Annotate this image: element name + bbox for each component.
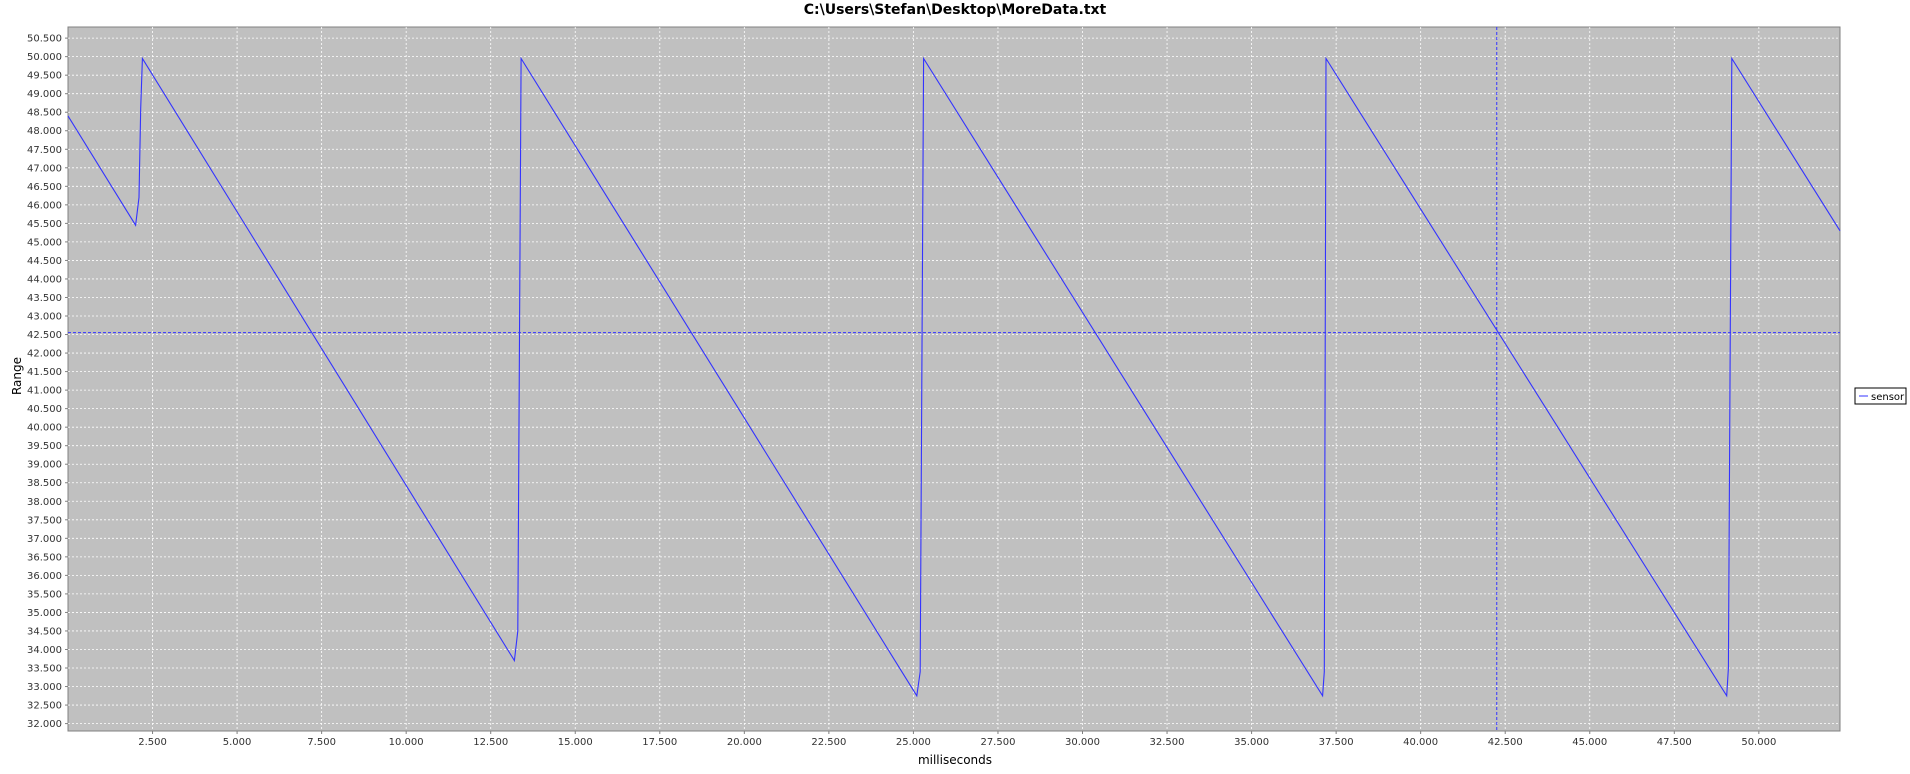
x-tick-label: 40.000 xyxy=(1403,737,1438,748)
y-tick-label: 41.000 xyxy=(27,386,62,397)
legend: sensor xyxy=(1854,387,1907,405)
y-tick-label: 35.000 xyxy=(27,608,62,619)
x-tick-label: 45.000 xyxy=(1572,737,1607,748)
series-layer xyxy=(67,56,1841,698)
y-tick-label: 45.000 xyxy=(27,237,62,248)
y-tick-label: 43.500 xyxy=(27,293,62,304)
x-tick-label: 50.000 xyxy=(1741,737,1776,748)
x-tick-label: 25.000 xyxy=(896,737,931,748)
y-tick-label: 40.500 xyxy=(27,404,62,415)
x-tick-label: 15.000 xyxy=(558,737,593,748)
x-tick-label: 10.000 xyxy=(389,737,424,748)
y-tick-label: 47.000 xyxy=(27,163,62,174)
y-tick-label: 48.000 xyxy=(27,126,62,137)
y-tick-label: 32.500 xyxy=(27,701,62,712)
y-tick-label: 37.000 xyxy=(27,534,62,545)
x-tick-label: 27.500 xyxy=(980,737,1015,748)
x-tick-label: 32.500 xyxy=(1150,737,1185,748)
y-tick-label: 43.000 xyxy=(27,312,62,323)
y-tick-label: 47.500 xyxy=(27,145,62,156)
y-axis-label: Range xyxy=(10,357,24,395)
x-tick-label: 37.500 xyxy=(1319,737,1354,748)
y-tick-label: 42.000 xyxy=(27,349,62,360)
y-tick-label: 33.000 xyxy=(27,682,62,693)
y-tick-label: 41.500 xyxy=(27,367,62,378)
y-tick-label: 36.500 xyxy=(27,552,62,563)
y-tick-label: 34.500 xyxy=(27,626,62,637)
axes-layer: 32.000 32.500 33.000 33.500 34.000 34.500 35.0… xyxy=(27,34,1776,748)
y-tick-label: 49.000 xyxy=(27,89,62,100)
y-tick-label: 39.500 xyxy=(27,441,62,452)
x-tick-label: 20.000 xyxy=(727,737,762,748)
x-tick-label: 2.500 xyxy=(138,737,167,748)
y-tick-label: 35.500 xyxy=(27,589,62,600)
grid-layer xyxy=(68,27,1840,731)
y-tick-label: 49.500 xyxy=(27,71,62,82)
y-tick-label: 50.500 xyxy=(27,34,62,45)
y-tick-label: 39.000 xyxy=(27,460,62,471)
plot-area xyxy=(67,26,1841,732)
x-tick-label: 22.500 xyxy=(811,737,846,748)
y-tick-label: 37.500 xyxy=(27,515,62,526)
x-tick-label: 12.500 xyxy=(473,737,508,748)
x-tick-label: 35.000 xyxy=(1234,737,1269,748)
y-tick-label: 50.000 xyxy=(27,52,62,63)
x-tick-label: 17.500 xyxy=(642,737,677,748)
y-tick-label: 46.500 xyxy=(27,182,62,193)
crosshair-layer xyxy=(68,27,1840,731)
y-tick-label: 34.000 xyxy=(27,645,62,656)
y-tick-label: 33.500 xyxy=(27,664,62,675)
chart-title: C:\Users\Stefan\Desktop\MoreData.txt xyxy=(804,2,1107,18)
y-tick-label: 44.500 xyxy=(27,256,62,267)
x-tick-label: 30.000 xyxy=(1065,737,1100,748)
y-tick-label: 40.000 xyxy=(27,423,62,434)
legend-label-sensor: sensor xyxy=(1871,392,1905,403)
x-tick-label: 7.500 xyxy=(307,737,336,748)
y-tick-label: 42.500 xyxy=(27,330,62,341)
y-tick-label: 44.000 xyxy=(27,274,62,285)
y-tick-label: 38.000 xyxy=(27,497,62,508)
legend-box xyxy=(1854,387,1907,405)
x-axis-label: milliseconds xyxy=(918,753,992,767)
y-tick-label: 36.000 xyxy=(27,571,62,582)
x-tick-label: 47.500 xyxy=(1657,737,1692,748)
x-tick-label: 5.000 xyxy=(223,737,252,748)
y-tick-label: 32.000 xyxy=(27,719,62,730)
x-tick-label: 42.500 xyxy=(1488,737,1523,748)
y-tick-label: 46.000 xyxy=(27,200,62,211)
y-tick-label: 48.500 xyxy=(27,108,62,119)
series-line-sensor xyxy=(67,56,1841,698)
y-tick-label: 45.500 xyxy=(27,219,62,230)
y-tick-label: 38.500 xyxy=(27,478,62,489)
